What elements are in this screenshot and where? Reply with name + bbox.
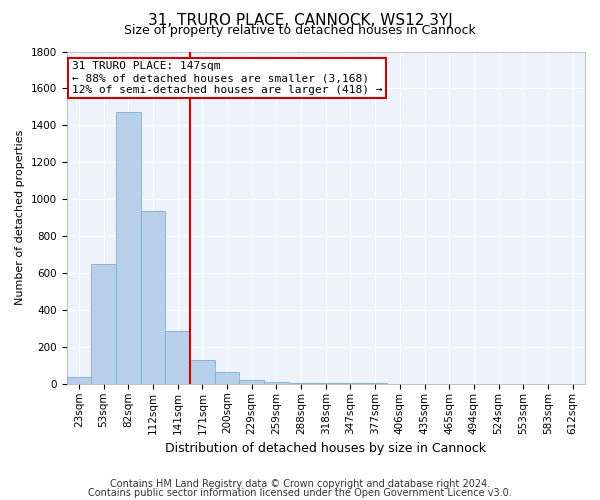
Text: Size of property relative to detached houses in Cannock: Size of property relative to detached ho… — [124, 24, 476, 37]
Text: 31, TRURO PLACE, CANNOCK, WS12 3YJ: 31, TRURO PLACE, CANNOCK, WS12 3YJ — [148, 12, 452, 28]
Bar — [140, 210, 165, 384]
X-axis label: Distribution of detached houses by size in Cannock: Distribution of detached houses by size … — [165, 442, 486, 455]
Text: Contains public sector information licensed under the Open Government Licence v3: Contains public sector information licen… — [88, 488, 512, 498]
Y-axis label: Number of detached properties: Number of detached properties — [15, 130, 25, 306]
Bar — [313, 383, 338, 384]
Bar — [215, 372, 239, 384]
Bar — [67, 376, 91, 384]
Bar — [190, 360, 215, 384]
Bar — [239, 380, 264, 384]
Bar — [363, 383, 388, 384]
Bar — [264, 382, 289, 384]
Bar — [116, 112, 140, 384]
Bar — [91, 264, 116, 384]
Bar — [165, 332, 190, 384]
Bar — [289, 383, 313, 384]
Bar — [338, 383, 363, 384]
Text: 31 TRURO PLACE: 147sqm
← 88% of detached houses are smaller (3,168)
12% of semi-: 31 TRURO PLACE: 147sqm ← 88% of detached… — [72, 62, 382, 94]
Text: Contains HM Land Registry data © Crown copyright and database right 2024.: Contains HM Land Registry data © Crown c… — [110, 479, 490, 489]
